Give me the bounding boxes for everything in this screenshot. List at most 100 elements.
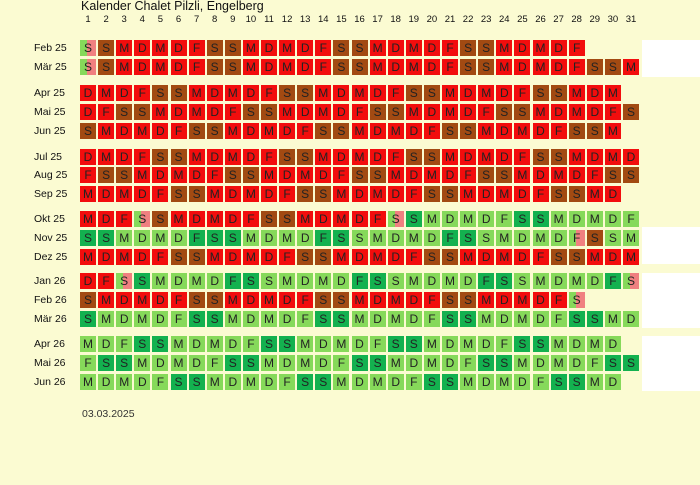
day-cell[interactable]: D (261, 186, 277, 202)
day-cell[interactable]: M (315, 149, 332, 165)
day-cell[interactable]: D (387, 230, 404, 246)
day-cell[interactable]: D (369, 292, 386, 308)
day-cell[interactable]: M (242, 374, 259, 390)
day-cell[interactable]: S (80, 59, 96, 75)
day-cell[interactable]: F (405, 186, 422, 202)
day-cell[interactable]: D (80, 104, 96, 120)
day-cell[interactable]: F (532, 374, 549, 390)
day-cell[interactable]: M (496, 374, 513, 390)
day-cell[interactable]: F (568, 59, 585, 75)
day-cell[interactable]: D (116, 149, 133, 165)
day-cell[interactable]: F (152, 374, 169, 390)
day-cell[interactable]: D (80, 85, 96, 101)
day-cell[interactable]: M (134, 123, 151, 139)
day-cell[interactable]: F (586, 167, 603, 183)
day-cell[interactable]: M (496, 59, 513, 75)
day-cell[interactable]: D (242, 123, 259, 139)
day-cell[interactable]: M (442, 85, 458, 101)
day-cell[interactable]: M (604, 123, 621, 139)
day-cell[interactable]: M (206, 211, 223, 227)
day-cell[interactable]: F (514, 149, 531, 165)
day-cell[interactable]: M (514, 167, 531, 183)
day-cell[interactable]: S (478, 355, 495, 371)
day-cell[interactable]: D (550, 40, 567, 56)
day-cell[interactable]: F (80, 355, 96, 371)
day-cell[interactable]: S (532, 336, 549, 352)
day-cell[interactable]: M (224, 149, 241, 165)
day-cell[interactable]: M (116, 40, 133, 56)
day-cell[interactable]: F (405, 249, 422, 265)
day-cell[interactable]: S (478, 59, 495, 75)
day-cell[interactable]: D (224, 249, 241, 265)
day-cell[interactable]: S (387, 273, 404, 289)
day-cell[interactable]: M (80, 374, 96, 390)
day-cell[interactable]: F (369, 336, 386, 352)
day-cell[interactable]: D (514, 230, 531, 246)
day-cell[interactable]: S (351, 230, 368, 246)
day-cell[interactable]: M (134, 167, 151, 183)
day-cell[interactable]: S (261, 104, 277, 120)
day-cell[interactable]: S (442, 249, 458, 265)
day-cell[interactable]: D (369, 123, 386, 139)
day-cell[interactable]: S (206, 292, 223, 308)
day-cell[interactable]: S (297, 149, 314, 165)
day-cell[interactable]: S (568, 249, 585, 265)
day-cell[interactable]: M (532, 273, 549, 289)
day-cell[interactable]: F (134, 149, 151, 165)
day-cell[interactable]: M (460, 336, 477, 352)
day-cell[interactable]: M (369, 59, 386, 75)
day-cell[interactable]: S (134, 104, 151, 120)
day-cell[interactable]: F (315, 40, 332, 56)
day-cell[interactable]: S (98, 59, 115, 75)
day-cell[interactable]: S (586, 123, 603, 139)
day-cell[interactable]: S (387, 211, 404, 227)
day-cell[interactable]: F (224, 104, 241, 120)
day-cell[interactable]: S (478, 230, 495, 246)
day-cell[interactable]: M (405, 273, 422, 289)
day-cell[interactable]: F (206, 167, 223, 183)
day-cell[interactable]: S (80, 123, 96, 139)
day-cell[interactable]: S (80, 292, 96, 308)
day-cell[interactable]: F (279, 374, 296, 390)
day-cell[interactable]: D (188, 211, 205, 227)
day-cell[interactable]: D (496, 149, 513, 165)
day-cell[interactable]: D (405, 311, 422, 327)
day-cell[interactable]: S (242, 355, 259, 371)
day-cell[interactable]: S (315, 374, 332, 390)
day-cell[interactable]: M (550, 336, 567, 352)
day-cell[interactable]: M (351, 292, 368, 308)
day-cell[interactable]: S (206, 230, 223, 246)
day-cell[interactable]: D (261, 40, 277, 56)
day-cell[interactable]: F (460, 355, 477, 371)
day-cell[interactable]: D (279, 355, 296, 371)
day-cell[interactable]: M (351, 85, 368, 101)
day-cell[interactable]: D (188, 355, 205, 371)
day-cell[interactable]: S (261, 273, 277, 289)
day-cell[interactable]: S (134, 211, 151, 227)
day-cell[interactable]: S (333, 40, 350, 56)
day-cell[interactable]: M (405, 40, 422, 56)
day-cell[interactable]: S (442, 374, 458, 390)
day-cell[interactable]: S (116, 273, 133, 289)
day-cell[interactable]: S (98, 355, 115, 371)
day-cell[interactable]: S (532, 211, 549, 227)
day-cell[interactable]: D (369, 85, 386, 101)
day-cell[interactable]: S (351, 59, 368, 75)
day-cell[interactable]: D (460, 85, 477, 101)
day-cell[interactable]: S (333, 311, 350, 327)
day-cell[interactable]: D (297, 104, 314, 120)
day-cell[interactable]: D (514, 59, 531, 75)
day-cell[interactable]: S (152, 149, 169, 165)
day-cell[interactable]: S (297, 374, 314, 390)
day-cell[interactable]: M (297, 167, 314, 183)
day-cell[interactable]: M (623, 230, 639, 246)
day-cell[interactable]: F (514, 85, 531, 101)
day-cell[interactable]: S (188, 249, 205, 265)
day-cell[interactable]: D (369, 149, 386, 165)
day-cell[interactable]: M (333, 186, 350, 202)
day-cell[interactable]: S (315, 249, 332, 265)
day-cell[interactable]: F (152, 186, 169, 202)
day-cell[interactable]: S (333, 59, 350, 75)
day-cell[interactable]: D (604, 249, 621, 265)
day-cell[interactable]: D (496, 123, 513, 139)
